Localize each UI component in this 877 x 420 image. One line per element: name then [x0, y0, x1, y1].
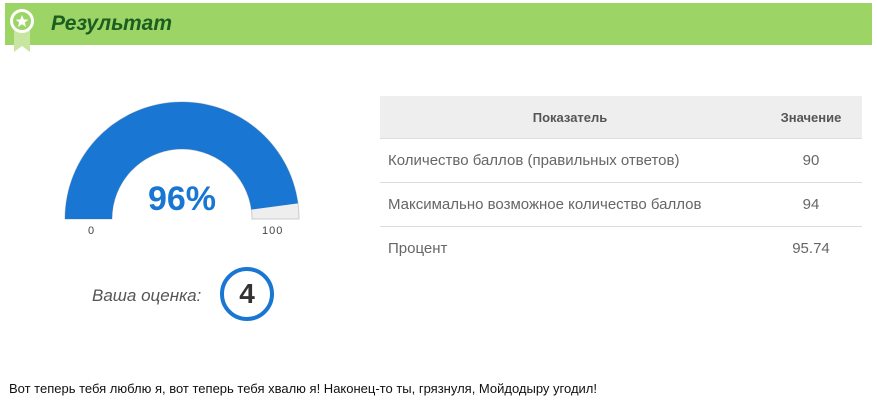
score-gauge [64, 101, 300, 220]
row-label: Процент [380, 226, 760, 270]
table-row: Максимально возможное количество баллов 9… [380, 182, 862, 227]
table-row: Процент 95.74 [380, 226, 862, 270]
column-header: Значение [760, 96, 862, 139]
table-row: Количество баллов (правильных ответов) 90 [380, 138, 862, 183]
table-header-row: Показатель Значение [380, 96, 862, 139]
gauge-fill [65, 101, 298, 219]
grade-circle: 4 [220, 267, 274, 321]
gauge-min-label: 0 [88, 225, 96, 237]
row-value: 95.74 [760, 226, 862, 270]
result-message: Вот теперь тебя люблю я, вот теперь тебя… [9, 381, 597, 396]
row-label: Количество баллов (правильных ответов) [380, 138, 760, 183]
results-table: Показатель Значение Количество баллов (пр… [380, 96, 862, 270]
row-value: 90 [760, 138, 862, 183]
gauge-max-label: 100 [262, 225, 284, 237]
grade-label: Ваша оценка: [92, 286, 202, 305]
gauge-percent: 96% [147, 180, 217, 218]
result-header: Результат [5, 3, 872, 52]
award-ribbon-icon [10, 9, 34, 52]
row-label: Максимально возможное количество баллов [380, 182, 760, 227]
row-value: 94 [760, 182, 862, 227]
column-header: Показатель [380, 96, 760, 139]
page-title: Результат [51, 12, 173, 35]
